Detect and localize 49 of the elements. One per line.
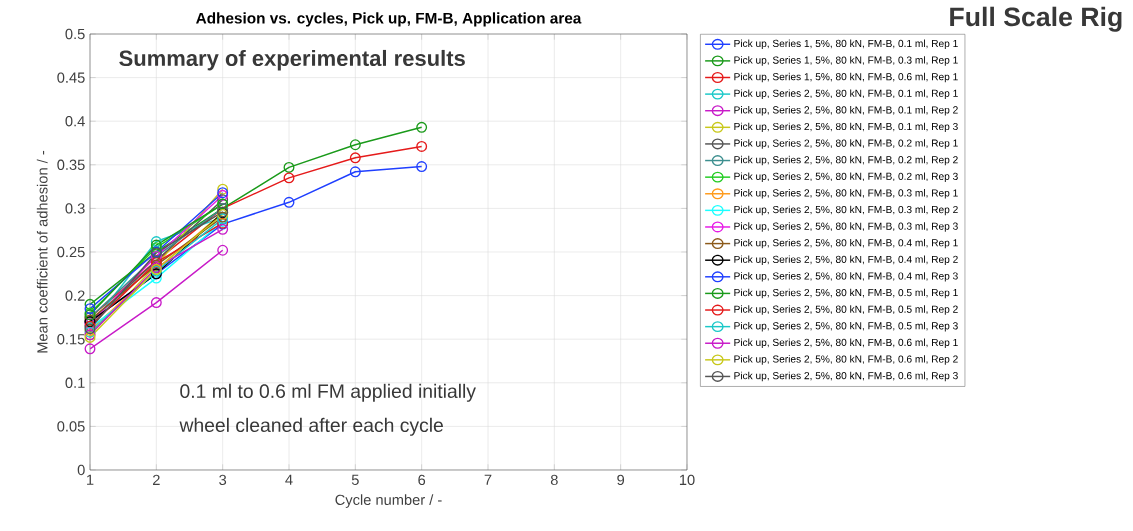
y-tick-label: 0.2 (65, 290, 85, 301)
y-tick-label: 0.35 (57, 159, 85, 170)
y-axis-title: Mean coefficient of adhesion / - (36, 150, 48, 353)
legend-label: Pick up, Series 2, 5%, 80 kN, FM-B, 0.3 ml, Rep 3 (734, 222, 958, 232)
legend-label: Pick up, Series 2, 5%, 80 kN, FM-B, 0.3 ml, Rep 2 (734, 205, 958, 216)
legend-label: Pick up, Series 2, 5%, 80 kN, FM-B, 0.6 ml, Rep 2 (734, 355, 958, 365)
x-tick-label: 10 (679, 474, 695, 486)
y-tick-label: 0.05 (57, 421, 85, 432)
y-tick-label: 0.3 (65, 203, 85, 214)
chart-title: Adhesion vs. cycles, Pick up, FM-B, Application area (196, 12, 582, 27)
y-tick-label: 0.4 (65, 116, 85, 127)
y-tick-label: 0.15 (57, 334, 85, 345)
legend-label: Pick up, Series 2, 5%, 80 kN, FM-B, 0.2 ml, Rep 1 (734, 139, 958, 149)
legend-label: Pick up, Series 2, 5%, 80 kN, FM-B, 0.5 ml, Rep 1 (734, 288, 958, 299)
x-tick-label: 3 (219, 474, 227, 486)
legend-label: Pick up, Series 2, 5%, 80 kN, FM-B, 0.6 ml, Rep 3 (734, 371, 958, 382)
text: Full Scale Rig (950, 6, 1122, 32)
legend-label: Pick up, Series 2, 5%, 80 kN, FM-B, 0.4 ml, Rep 3 (734, 272, 958, 282)
annotation: 0.1 ml to 0.6 ml FM applied initially (180, 383, 476, 402)
legend-label: Pick up, Series 2, 5%, 80 kN, FM-B, 0.3 ml, Rep 1 (734, 189, 958, 199)
legend-label: Pick up, Series 2, 5%, 80 kN, FM-B, 0.6 ml, Rep 1 (734, 338, 958, 349)
legend-label: Pick up, Series 2, 5%, 80 kN, FM-B, 0.1 ml, Rep 2 (734, 106, 958, 116)
legend-label: Pick up, Series 2, 5%, 80 kN, FM-B, 0.2 ml, Rep 3 (734, 172, 958, 182)
y-tick-label: 0.25 (57, 246, 85, 258)
x-tick-label: 9 (617, 474, 625, 486)
legend-label: Pick up, Series 2, 5%, 80 kN, FM-B, 0.5 ml, Rep 3 (734, 321, 958, 332)
y-tick-label: 0.45 (57, 72, 85, 83)
x-tick-label: 8 (550, 474, 558, 486)
legend-label: Pick up, Series 2, 5%, 80 kN, FM-B, 0.1 ml, Rep 3 (734, 122, 958, 133)
y-tick-label: 0.5 (65, 28, 85, 40)
annotation: wheel cleaned after each cycle (179, 417, 443, 436)
legend-label: Pick up, Series 1, 5%, 80 kN, FM-B, 0.6 ml, Rep 1 (734, 72, 958, 83)
legend-label: Pick up, Series 2, 5%, 80 kN, FM-B, 0.2 ml, Rep 2 (734, 155, 958, 166)
legend-label: Pick up, Series 1, 5%, 80 kN, FM-B, 0.1 ml, Rep 1 (734, 39, 958, 50)
legend-label: Pick up, Series 2, 5%, 80 kN, FM-B, 0.4 ml, Rep 1 (734, 238, 958, 249)
y-tick-label: 0.1 (65, 377, 85, 388)
legend-label: Pick up, Series 2, 5%, 80 kN, FM-B, 0.1 ml, Rep 1 (734, 89, 958, 99)
x-axis-title: Cycle number / - (335, 494, 442, 508)
y-tick-label: 0 (77, 464, 85, 476)
x-tick-label: 1 (87, 474, 94, 485)
x-tick-label: 4 (285, 474, 293, 485)
x-tick-label: 6 (418, 474, 426, 486)
legend-label: Pick up, Series 2, 5%, 80 kN, FM-B, 0.5 ml, Rep 2 (734, 305, 958, 315)
x-tick-label: 2 (152, 474, 160, 485)
legend-label: Pick up, Series 2, 5%, 80 kN, FM-B, 0.4 ml, Rep 2 (734, 255, 958, 265)
annotation: Summary of experimental results (119, 49, 465, 71)
legend-label: Pick up, Series 1, 5%, 80 kN, FM-B, 0.3 ml, Rep 1 (734, 56, 958, 66)
x-tick-label: 5 (351, 474, 359, 485)
x-tick-label: 7 (484, 474, 492, 485)
